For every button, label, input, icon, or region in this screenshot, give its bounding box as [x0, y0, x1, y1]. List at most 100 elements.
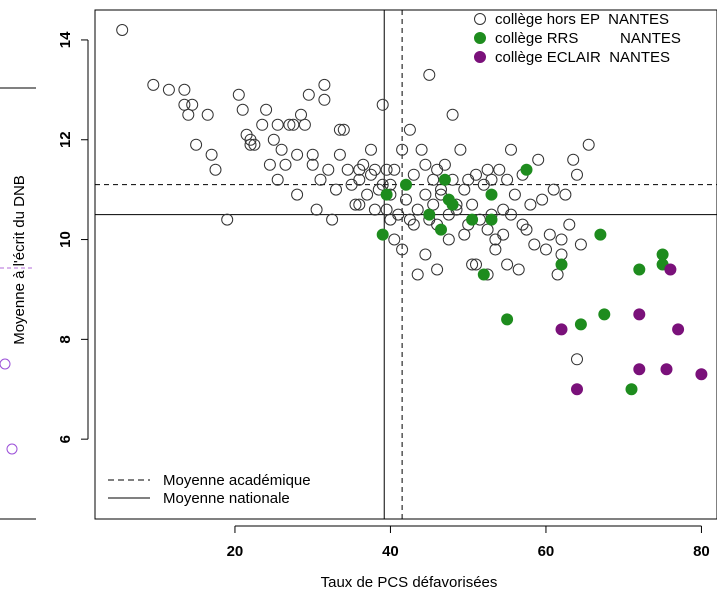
legend-marker-series-1 [474, 32, 486, 44]
data-point-series-0 [376, 98, 389, 111]
data-point-series-2 [660, 363, 673, 376]
data-point-series-0 [462, 173, 475, 186]
data-point-series-0 [446, 108, 459, 121]
data-point-series-0 [380, 203, 393, 216]
data-point-series-0 [485, 173, 498, 186]
data-point-series-0 [493, 163, 506, 176]
data-point-series-0 [563, 218, 576, 231]
data-point-series-0 [310, 203, 323, 216]
data-point-series-0 [337, 123, 350, 136]
data-point-series-0 [431, 163, 444, 176]
y-tick-label: 6 [57, 435, 74, 443]
data-point-series-0 [559, 188, 572, 201]
data-point-series-0 [407, 168, 420, 181]
data-point-series-0 [236, 103, 249, 116]
data-point-series-0 [505, 208, 517, 221]
data-point-series-0 [365, 143, 377, 156]
data-point-series-2 [633, 363, 646, 376]
x-tick-label: 60 [538, 543, 555, 560]
data-point-series-0 [326, 213, 339, 226]
data-point-series-0 [353, 198, 366, 211]
data-point-series-0 [528, 238, 541, 251]
data-point-series-0 [232, 88, 245, 101]
data-point-series-1 [438, 173, 451, 186]
data-point-series-0 [524, 198, 537, 211]
data-point-series-0 [403, 213, 416, 226]
data-point-series-0 [567, 153, 580, 166]
data-point-series-0 [361, 188, 374, 201]
data-point-series-0 [419, 248, 432, 261]
data-point-series-0 [431, 263, 444, 276]
data-point-series-1 [555, 258, 568, 271]
data-point-series-0 [388, 163, 401, 176]
data-point-series-0 [481, 163, 494, 176]
data-point-series-0 [182, 108, 195, 121]
y-tick-label: 14 [57, 31, 74, 48]
x-tick-label: 40 [382, 543, 399, 560]
legend-marker-series-2 [474, 51, 486, 63]
x-axis: 20 40 60 80 [227, 525, 710, 560]
data-point-series-0 [287, 118, 300, 131]
legend-series: collège hors EP NANTES collège RRS NANTES… [474, 11, 681, 66]
data-point-series-0 [497, 228, 510, 241]
data-point-series-2 [555, 323, 568, 336]
data-point-series-1 [656, 248, 669, 261]
data-point-series-0 [240, 128, 253, 141]
data-point-series-0 [458, 183, 471, 196]
data-point-series-0 [271, 118, 284, 131]
data-point-series-1 [520, 163, 533, 176]
data-point-series-0 [263, 158, 276, 171]
data-point-series-0 [427, 198, 440, 211]
data-point-series-0 [400, 193, 412, 206]
data-point-series-0 [466, 258, 479, 271]
data-point-series-0 [205, 148, 218, 161]
data-point-series-0 [248, 138, 261, 151]
data-point-series-0 [427, 173, 440, 186]
data-point-series-0 [470, 168, 482, 181]
data-point-series-1 [574, 318, 587, 331]
data-point-series-0 [520, 223, 533, 236]
data-point-series-2 [633, 308, 646, 321]
x-axis-label: Taux de PCS défavorisées [321, 574, 498, 591]
data-point-series-1 [446, 198, 459, 211]
x-tick-label: 20 [227, 543, 244, 560]
data-point-series-1 [633, 263, 646, 276]
data-point-series-0 [551, 268, 564, 281]
data-point-series-0 [540, 243, 552, 256]
data-point-series-1 [380, 188, 393, 201]
data-point-series-0 [392, 208, 405, 221]
data-point-series-0 [419, 188, 432, 201]
data-point-series-0 [501, 173, 514, 186]
data-point-series-0 [291, 148, 304, 161]
data-point-series-0 [283, 118, 296, 131]
data-point-series-0 [256, 118, 269, 131]
data-point-series-0 [571, 168, 583, 181]
data-point-series-0 [318, 93, 331, 106]
data-point-series-1 [598, 308, 611, 321]
y-axis: 6 8 10 12 14 [57, 31, 89, 443]
data-point-series-0 [322, 163, 335, 176]
y-tick-label: 8 [57, 335, 74, 343]
data-point-series-1 [466, 213, 479, 226]
data-point-series-1 [485, 213, 498, 226]
data-point-series-0 [403, 123, 416, 136]
data-point-series-0 [221, 213, 234, 226]
data-point-series-0 [260, 103, 273, 116]
data-point-series-0 [458, 228, 471, 241]
data-point-series-0 [298, 118, 311, 131]
data-point-series-1 [594, 228, 607, 241]
data-point-series-0 [411, 268, 424, 281]
data-point-series-0 [201, 108, 214, 121]
data-point-series-0 [291, 188, 304, 201]
legend-label-series-2: collège ECLAIR NANTES [495, 49, 670, 66]
legend-marker-series-0 [474, 13, 486, 25]
data-point-series-0 [555, 233, 568, 246]
data-point-series-0 [244, 138, 257, 151]
data-point-series-0 [279, 158, 292, 171]
data-point-series-0 [333, 148, 346, 161]
data-point-series-0 [116, 24, 129, 36]
data-point-series-2 [571, 383, 583, 396]
legend-label-series-0: collège hors EP NANTES [495, 11, 669, 28]
data-points [116, 24, 708, 396]
